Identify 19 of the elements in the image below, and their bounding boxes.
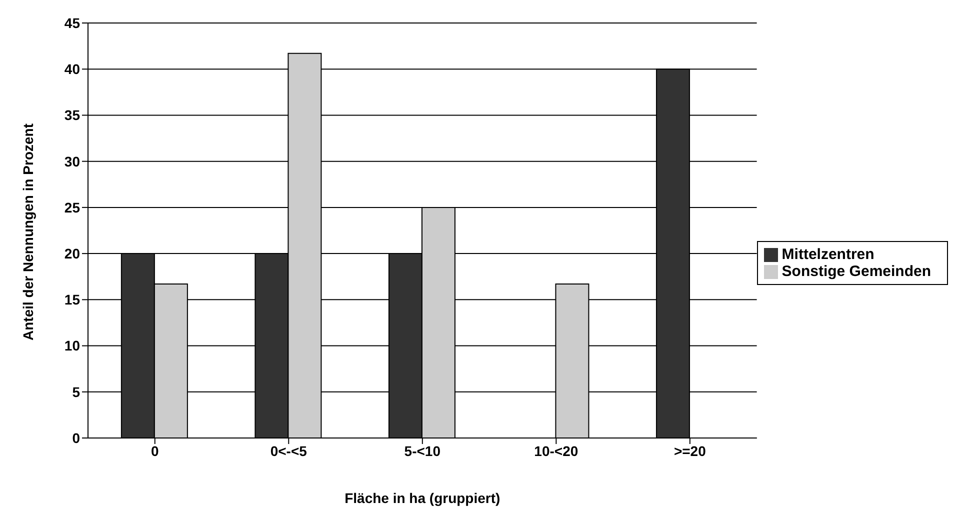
- y-axis-title: Anteil der Nennungen in Prozent: [20, 123, 36, 340]
- y-tick-label: 10: [64, 338, 80, 354]
- y-tick-label: 25: [64, 199, 80, 216]
- y-tick-label: 40: [64, 61, 80, 78]
- y-tick-label: 0: [72, 430, 80, 446]
- x-tick-label: 10-<20: [534, 442, 578, 459]
- y-tick-label: 30: [64, 153, 80, 170]
- y-tick-label: 5: [72, 384, 80, 400]
- y-tick-label: 15: [64, 292, 80, 308]
- legend-label: Mittelzentren: [782, 246, 874, 263]
- y-tick-label: 45: [64, 14, 80, 31]
- x-tick-label: 0: [150, 442, 159, 459]
- y-tick-label: 20: [64, 246, 80, 262]
- x-tick-label: 0<-<5: [270, 442, 308, 459]
- x-tick-label: >=20: [674, 442, 706, 459]
- legend-label: Sonstige Gemeinden: [782, 263, 931, 280]
- x-axis-title: Fläche in ha (gruppiert): [344, 490, 500, 506]
- y-tick-label: 35: [64, 107, 80, 124]
- x-tick-label: 5-<10: [404, 442, 441, 459]
